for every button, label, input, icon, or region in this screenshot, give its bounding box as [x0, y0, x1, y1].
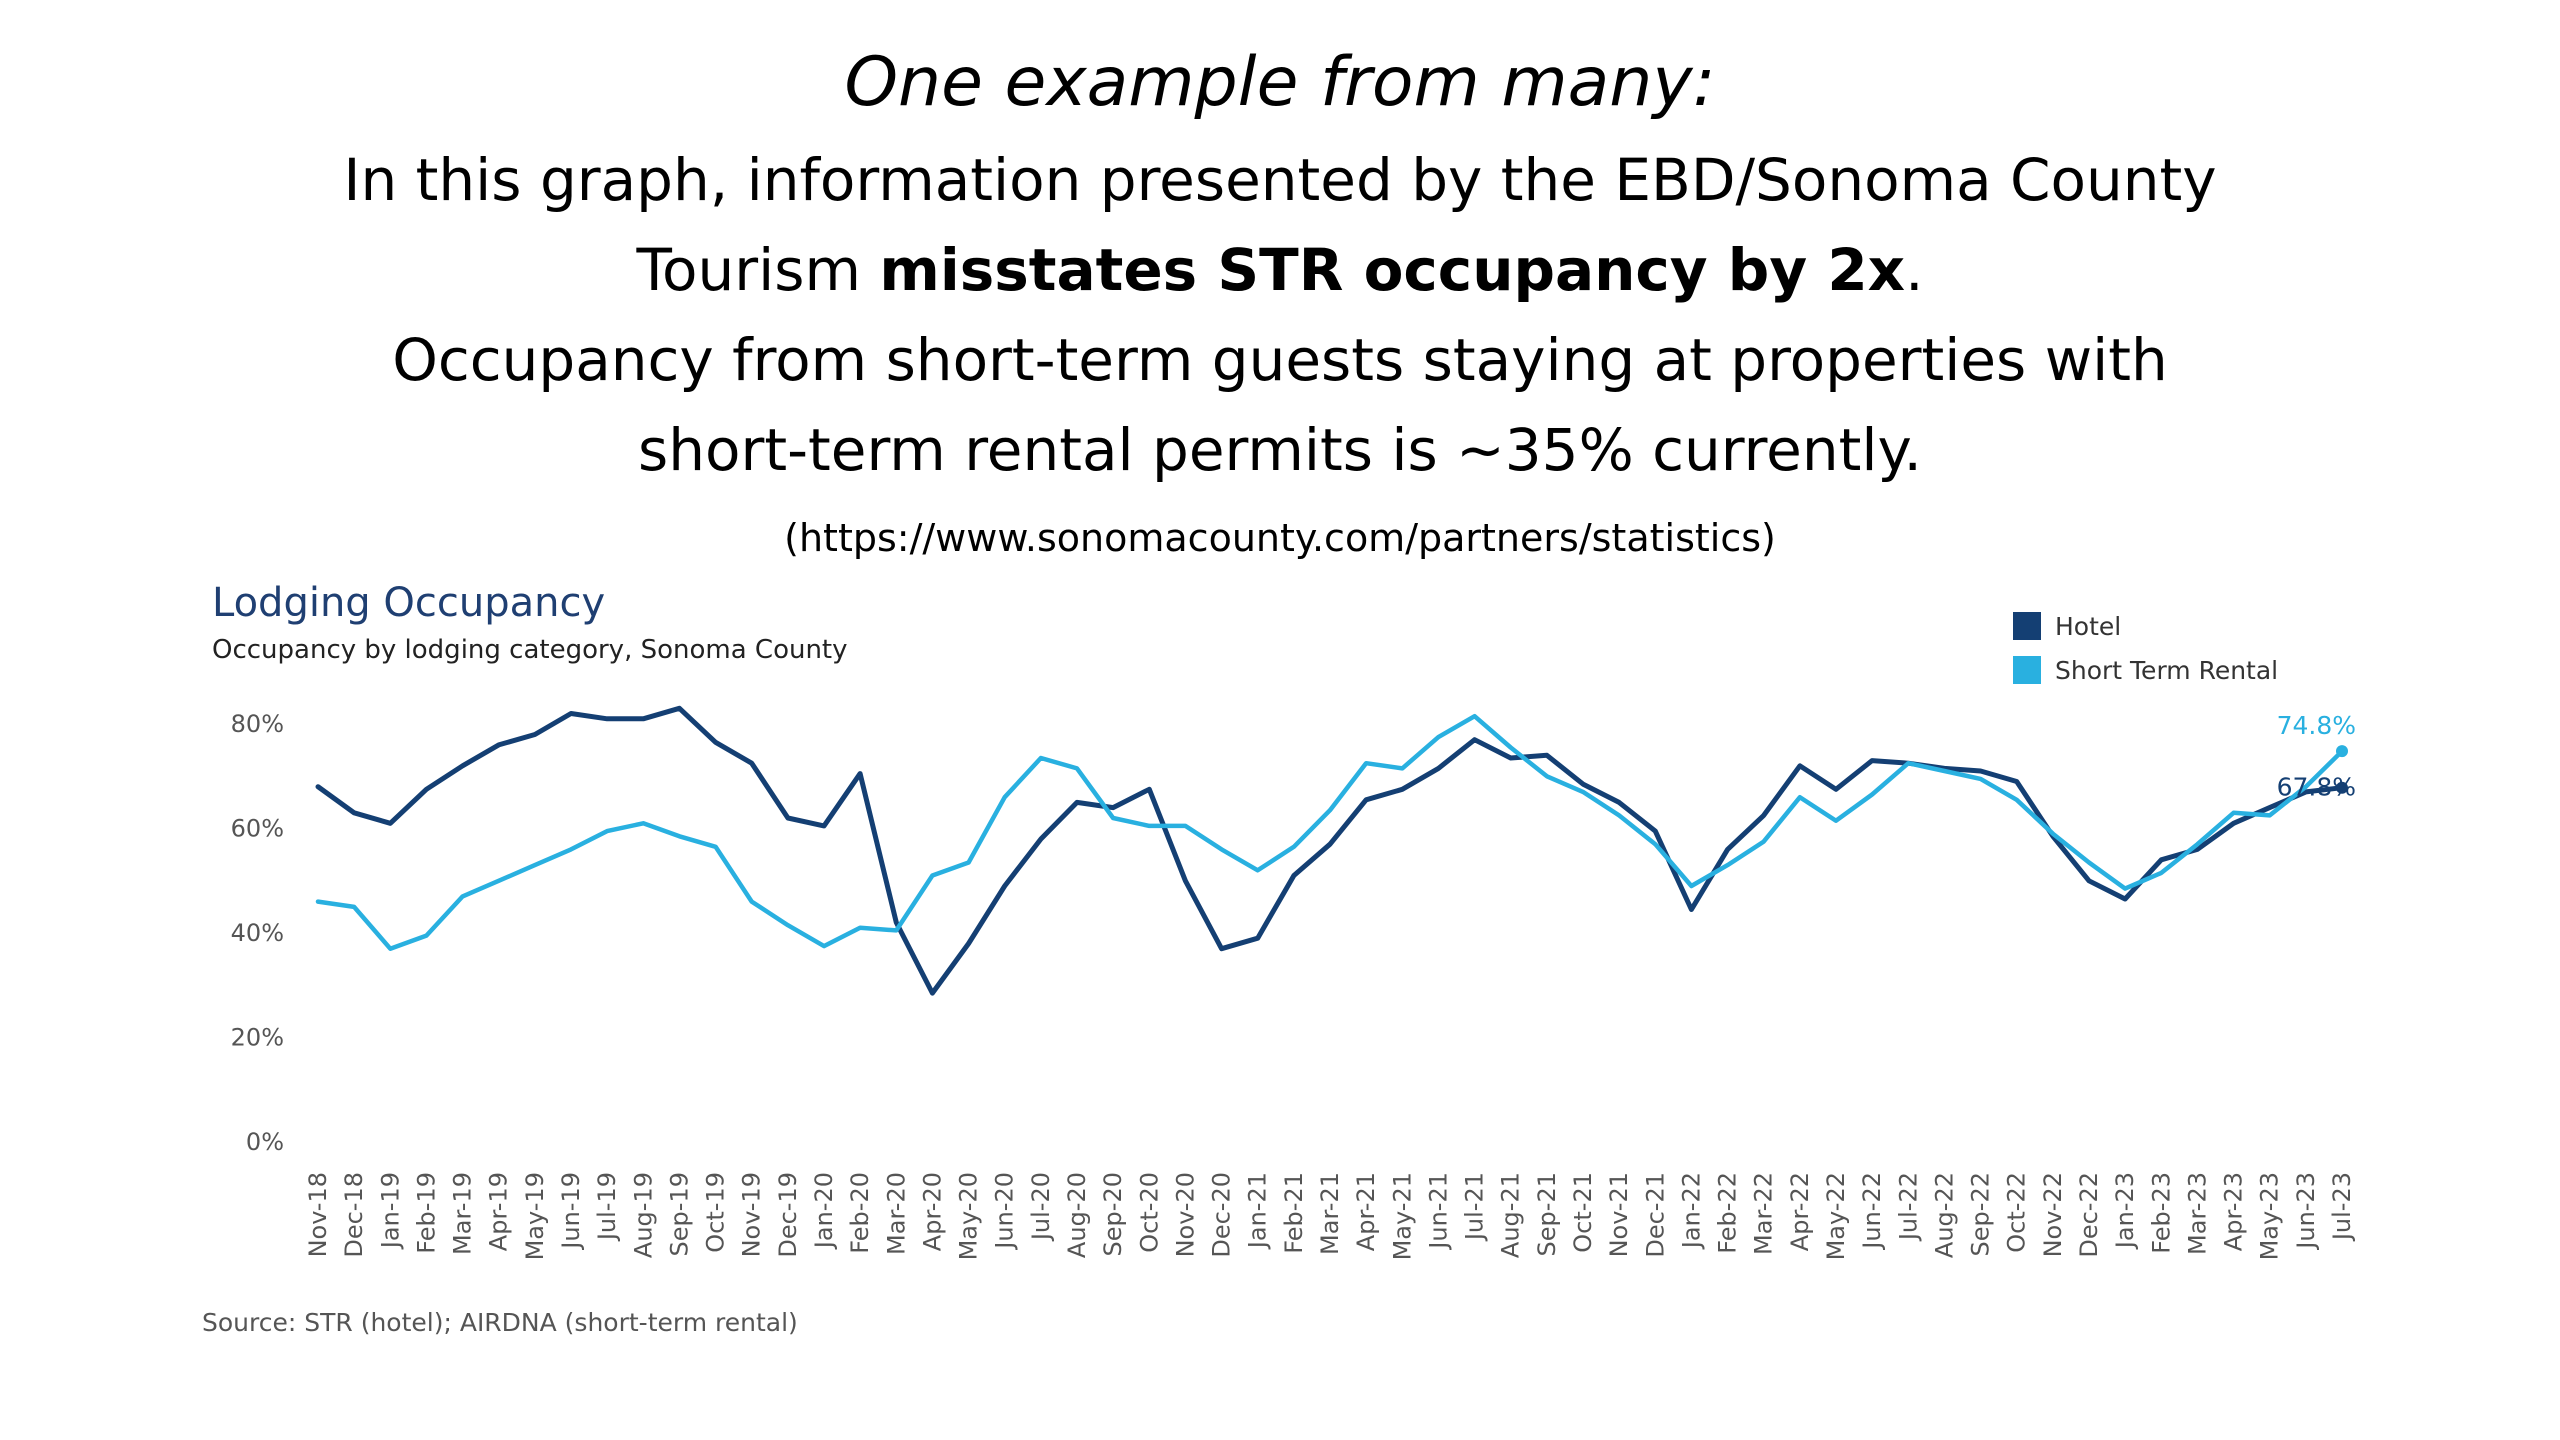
x-tick-label: Jun-19 — [557, 1172, 585, 1251]
x-tick-label: Sep-20 — [1099, 1172, 1127, 1256]
series-line-hotel — [315, 705, 2345, 996]
x-tick-label: Aug-22 — [1930, 1172, 1958, 1258]
x-tick-label: Apr-22 — [1786, 1172, 1814, 1251]
x-tick-label: Nov-21 — [1605, 1172, 1633, 1257]
y-tick-label: 80% — [231, 710, 284, 738]
x-tick-label: Oct-22 — [2003, 1172, 2031, 1253]
y-tick-label: 40% — [231, 919, 284, 947]
x-tick-label: Jun-20 — [991, 1172, 1019, 1251]
x-tick-label: Oct-20 — [1135, 1172, 1163, 1253]
legend-label: Short Term Rental — [2055, 656, 2278, 685]
x-tick-label: Jul-22 — [1894, 1172, 1922, 1242]
x-tick-label: Mar-21 — [1316, 1172, 1344, 1255]
series-end-point — [2336, 781, 2348, 794]
slide-text-line-4: short-term rental permits is ~35% curren… — [638, 416, 1922, 484]
x-tick-label: Jul-23 — [2328, 1172, 2356, 1242]
series-line-short-term-rental — [315, 713, 2345, 951]
x-tick-label: May-22 — [1822, 1172, 1850, 1260]
series-end-point — [2336, 745, 2348, 758]
x-tick-label: Feb-21 — [1280, 1172, 1308, 1254]
x-tick-label: Jul-20 — [1027, 1172, 1055, 1242]
x-tick-label: Feb-20 — [846, 1172, 874, 1254]
slide-text-line-2-suffix: . — [1905, 236, 1924, 304]
x-tick-label: Jan-23 — [2111, 1172, 2139, 1250]
slide-text-line-2-prefix: Tourism — [636, 236, 880, 304]
slide-text-line-2-emphasis: misstates STR occupancy by 2x — [879, 236, 1906, 304]
x-axis: Nov-18 Dec-18 Jan-19 Feb-19 Mar-19 Apr-19 May-… — [304, 1172, 2356, 1260]
x-tick-label: Jul-19 — [593, 1172, 621, 1242]
x-tick-label: May-19 — [521, 1172, 549, 1260]
x-tick-label: Apr-20 — [918, 1172, 946, 1251]
x-tick-label: May-23 — [2256, 1172, 2284, 1260]
x-tick-label: Jun-22 — [1858, 1172, 1886, 1251]
x-tick-label: Jan-20 — [810, 1172, 838, 1250]
series-end-label: 67.8% — [2277, 773, 2356, 802]
x-tick-label: Feb-23 — [2147, 1172, 2175, 1254]
x-tick-label: Mar-19 — [449, 1172, 477, 1255]
legend-label: Hotel — [2055, 612, 2121, 641]
slide-text-line-3: Occupancy from short-term guests staying… — [392, 326, 2168, 394]
series-lines — [315, 705, 2345, 996]
x-tick-label: Nov-22 — [2039, 1172, 2067, 1257]
x-tick-label: Mar-23 — [2183, 1172, 2211, 1255]
legend-swatch — [2013, 656, 2041, 684]
x-tick-label: Sep-22 — [1967, 1172, 1995, 1256]
slide-text-line-2: Tourism misstates STR occupancy by 2x. — [0, 230, 2560, 310]
x-tick-label: Jun-23 — [2292, 1172, 2320, 1251]
x-tick-label: Dec-19 — [774, 1172, 802, 1258]
x-tick-label: Jul-21 — [1461, 1172, 1489, 1242]
x-tick-label: Nov-19 — [738, 1172, 766, 1257]
x-tick-label: Mar-20 — [882, 1172, 910, 1255]
chart-title: Lodging Occupancy — [212, 580, 605, 626]
y-tick-label: 60% — [231, 815, 284, 843]
y-tick-label: 20% — [231, 1024, 284, 1052]
y-axis: 0% 20% 40% 60% 80% — [231, 710, 284, 1156]
x-tick-label: Dec-20 — [1208, 1172, 1236, 1258]
x-tick-label: Feb-22 — [1714, 1172, 1742, 1254]
x-tick-label: Apr-19 — [485, 1172, 513, 1251]
x-tick-label: Aug-21 — [1497, 1172, 1525, 1258]
x-tick-label: May-20 — [955, 1172, 983, 1260]
x-tick-label: Sep-19 — [665, 1172, 693, 1256]
x-tick-label: Dec-22 — [2075, 1172, 2103, 1258]
legend-swatch — [2013, 612, 2041, 640]
series-end-label: 74.8% — [2277, 711, 2356, 740]
chart-source-note: Source: STR (hotel); AIRDNA (short-term … — [202, 1308, 798, 1337]
slide-heading: One example from many: — [844, 43, 1716, 122]
x-tick-label: Jun-21 — [1424, 1172, 1452, 1251]
x-tick-label: Oct-19 — [702, 1172, 730, 1253]
x-tick-label: Dec-18 — [340, 1172, 368, 1258]
x-tick-label: Jan-21 — [1244, 1172, 1272, 1250]
x-tick-label: Mar-22 — [1750, 1172, 1778, 1255]
x-tick-label: Feb-19 — [412, 1172, 440, 1254]
x-tick-label: Jan-19 — [376, 1172, 404, 1250]
x-tick-label: Dec-21 — [1641, 1172, 1669, 1258]
x-tick-label: Aug-19 — [629, 1172, 657, 1258]
x-tick-label: May-21 — [1388, 1172, 1416, 1260]
x-tick-label: Sep-21 — [1533, 1172, 1561, 1256]
series-end-labels: 67.8% 74.8% — [2277, 711, 2356, 802]
chart-subtitle: Occupancy by lodging category, Sonoma Co… — [212, 635, 848, 665]
x-tick-label: Nov-20 — [1171, 1172, 1199, 1257]
x-tick-label: Oct-21 — [1569, 1172, 1597, 1253]
y-tick-label: 0% — [246, 1128, 284, 1156]
x-tick-label: Apr-21 — [1352, 1172, 1380, 1251]
slide-text-line-1: In this graph, information presented by … — [343, 146, 2217, 214]
x-tick-label: Aug-20 — [1063, 1172, 1091, 1258]
source-url: (https://www.sonomacounty.com/partners/s… — [784, 516, 1776, 560]
x-tick-label: Apr-23 — [2220, 1172, 2248, 1251]
chart-legend: Hotel Short Term Rental — [2013, 612, 2278, 685]
x-tick-label: Jan-22 — [1677, 1172, 1705, 1250]
x-tick-label: Nov-18 — [304, 1172, 332, 1257]
